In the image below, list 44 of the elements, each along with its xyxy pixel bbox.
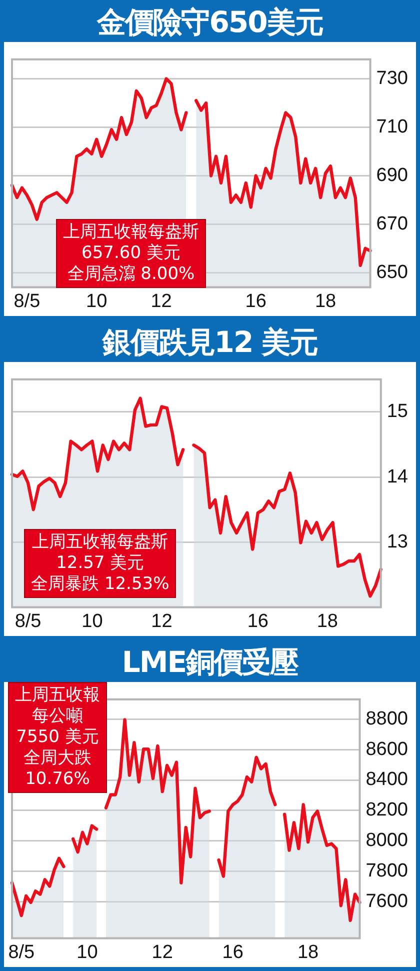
annotation: 上周五收報每盎斯 <box>63 222 199 243</box>
y-tick-label: 670 <box>376 213 408 234</box>
chart-title: 金價險守650美元 <box>96 4 324 41</box>
x-tick-label: 16 <box>245 290 266 312</box>
x-tick-label: 12 <box>150 290 172 312</box>
x-tick-label: 16 <box>247 610 268 632</box>
x-tick-label: 16 <box>222 942 244 963</box>
y-tick-label: 7600 <box>366 890 408 912</box>
annotation: 上周五收報每盎斯 <box>31 532 170 553</box>
y-tick-label: 13 <box>386 531 408 552</box>
annotation: 全周急瀉 8.00% <box>66 264 196 285</box>
y-tick-label: 730 <box>376 68 408 90</box>
x-tick-label: 18 <box>314 290 336 312</box>
x-tick-label: 8/5 <box>14 290 40 312</box>
y-tick-label: 15 <box>386 401 408 422</box>
annotation: 全周大跌 <box>22 748 92 769</box>
annotation: 7550 美元 <box>15 727 100 748</box>
annotation: 12.57 美元 <box>55 553 146 574</box>
x-tick-label: 12 <box>152 942 173 963</box>
annotation: 657.60 美元 <box>80 243 182 264</box>
y-tick-label: 690 <box>376 164 408 186</box>
y-tick-label: 650 <box>376 262 408 283</box>
x-tick-label: 8/5 <box>8 942 35 963</box>
y-tick-label: 710 <box>376 116 408 138</box>
annotation: 全周暴跌 12.53% <box>31 574 170 595</box>
y-tick-label: 8400 <box>366 769 408 790</box>
x-tick-label: 10 <box>82 610 103 632</box>
x-tick-label: 8/5 <box>14 610 42 632</box>
y-tick-label: 8600 <box>366 738 408 760</box>
annotation: 上周五收報 <box>15 685 100 706</box>
annotation: 每公噸 <box>31 706 84 727</box>
chart-title: LME銅價受壓 <box>120 644 300 681</box>
x-tick-label: 18 <box>297 942 319 963</box>
x-tick-label: 10 <box>76 942 98 963</box>
y-tick-label: 8200 <box>366 800 408 821</box>
annotation: 10.76% <box>24 769 91 790</box>
chart-title: 銀價跌見12 美元 <box>101 324 319 361</box>
x-tick-label: 10 <box>86 290 108 312</box>
y-tick-label: 8000 <box>366 830 408 852</box>
y-tick-label: 14 <box>386 466 408 488</box>
y-tick-label: 8800 <box>366 708 408 730</box>
y-tick-label: 7800 <box>366 860 408 882</box>
x-tick-label: 12 <box>151 610 172 632</box>
x-tick-label: 18 <box>316 610 338 632</box>
